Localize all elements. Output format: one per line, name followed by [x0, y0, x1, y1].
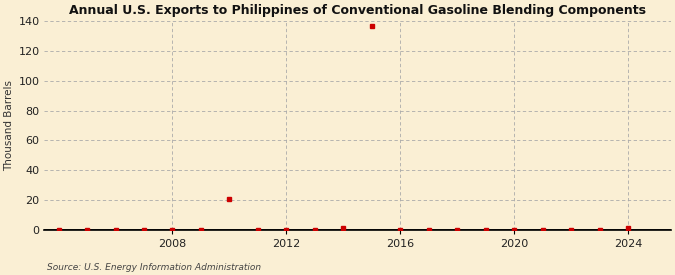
Y-axis label: Thousand Barrels: Thousand Barrels — [4, 80, 14, 171]
Title: Annual U.S. Exports to Philippines of Conventional Gasoline Blending Components: Annual U.S. Exports to Philippines of Co… — [69, 4, 646, 17]
Text: Source: U.S. Energy Information Administration: Source: U.S. Energy Information Administ… — [47, 263, 261, 272]
